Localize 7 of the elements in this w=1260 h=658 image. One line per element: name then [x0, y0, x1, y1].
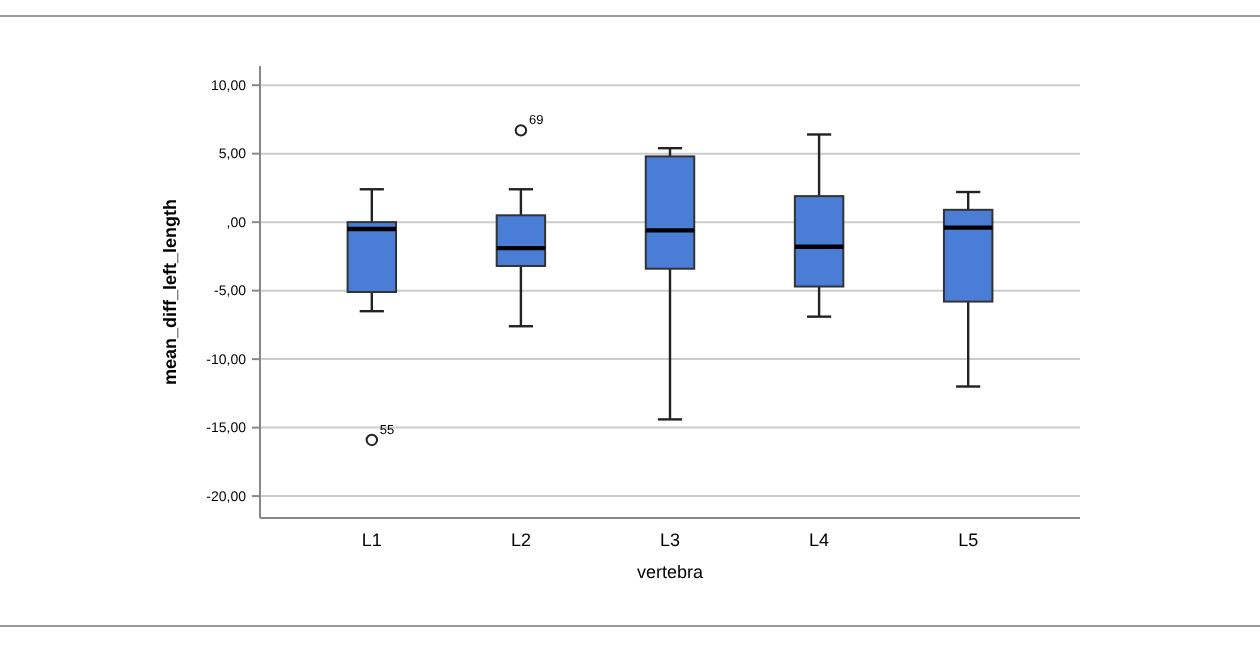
x-tick-label: L4	[809, 530, 830, 550]
x-tick-label: L5	[958, 530, 979, 550]
x-tick-label: L3	[659, 530, 681, 550]
x-tick-label: L1	[361, 530, 382, 550]
y-axis-title: mean_diff_left_length	[160, 198, 180, 386]
x-axis-title: vertebra	[636, 562, 704, 582]
x-tick-label: L2	[510, 530, 531, 550]
